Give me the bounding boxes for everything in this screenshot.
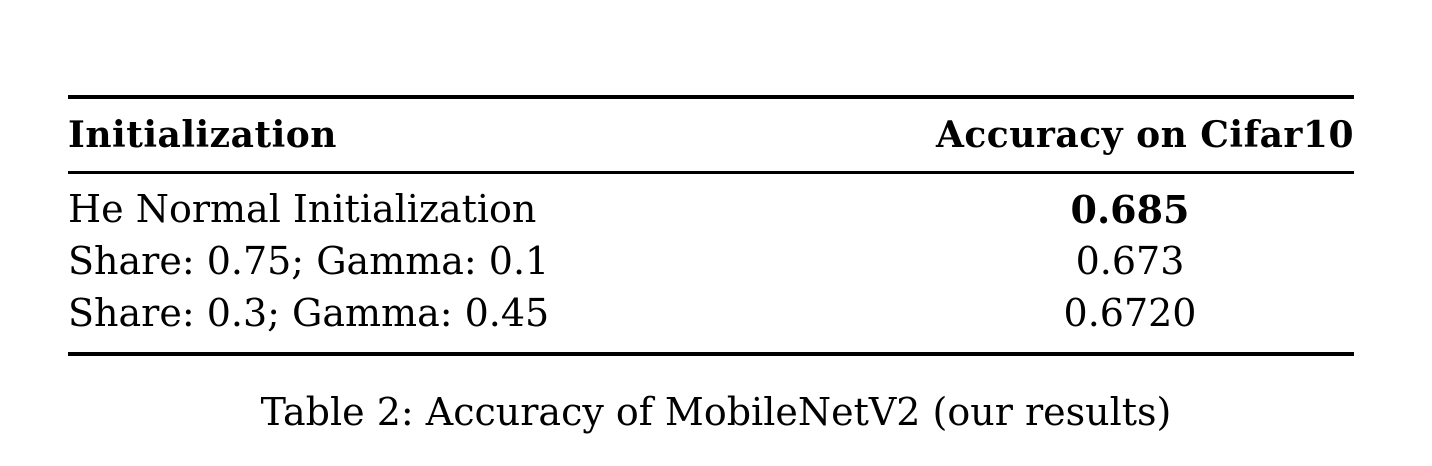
table-top-rule [68, 95, 1354, 99]
table-row: Share: 0.3; Gamma: 0.45 0.6720 [68, 287, 1354, 339]
row-accuracy: 0.685 [1070, 186, 1190, 232]
row-initialization: Share: 0.75; Gamma: 0.1 [68, 239, 550, 283]
table-row: He Normal Initialization 0.685 [68, 183, 1354, 235]
table-header-row: Initialization Accuracy on Cifar10 [68, 99, 1354, 171]
row-accuracy: 0.6720 [1063, 291, 1197, 335]
header-initialization: Initialization [68, 114, 337, 156]
row-initialization: Share: 0.3; Gamma: 0.45 [68, 291, 550, 335]
results-table: Initialization Accuracy on Cifar10 He No… [68, 95, 1354, 356]
table-header-rule [68, 171, 1354, 174]
row-initialization: He Normal Initialization [68, 187, 537, 231]
table-row: Share: 0.75; Gamma: 0.1 0.673 [68, 235, 1354, 287]
table-bottom-rule [68, 352, 1354, 356]
row-accuracy: 0.673 [1075, 239, 1185, 283]
header-accuracy: Accuracy on Cifar10 [935, 114, 1354, 156]
table-caption: Table 2: Accuracy of MobileNetV2 (our re… [260, 390, 1172, 434]
